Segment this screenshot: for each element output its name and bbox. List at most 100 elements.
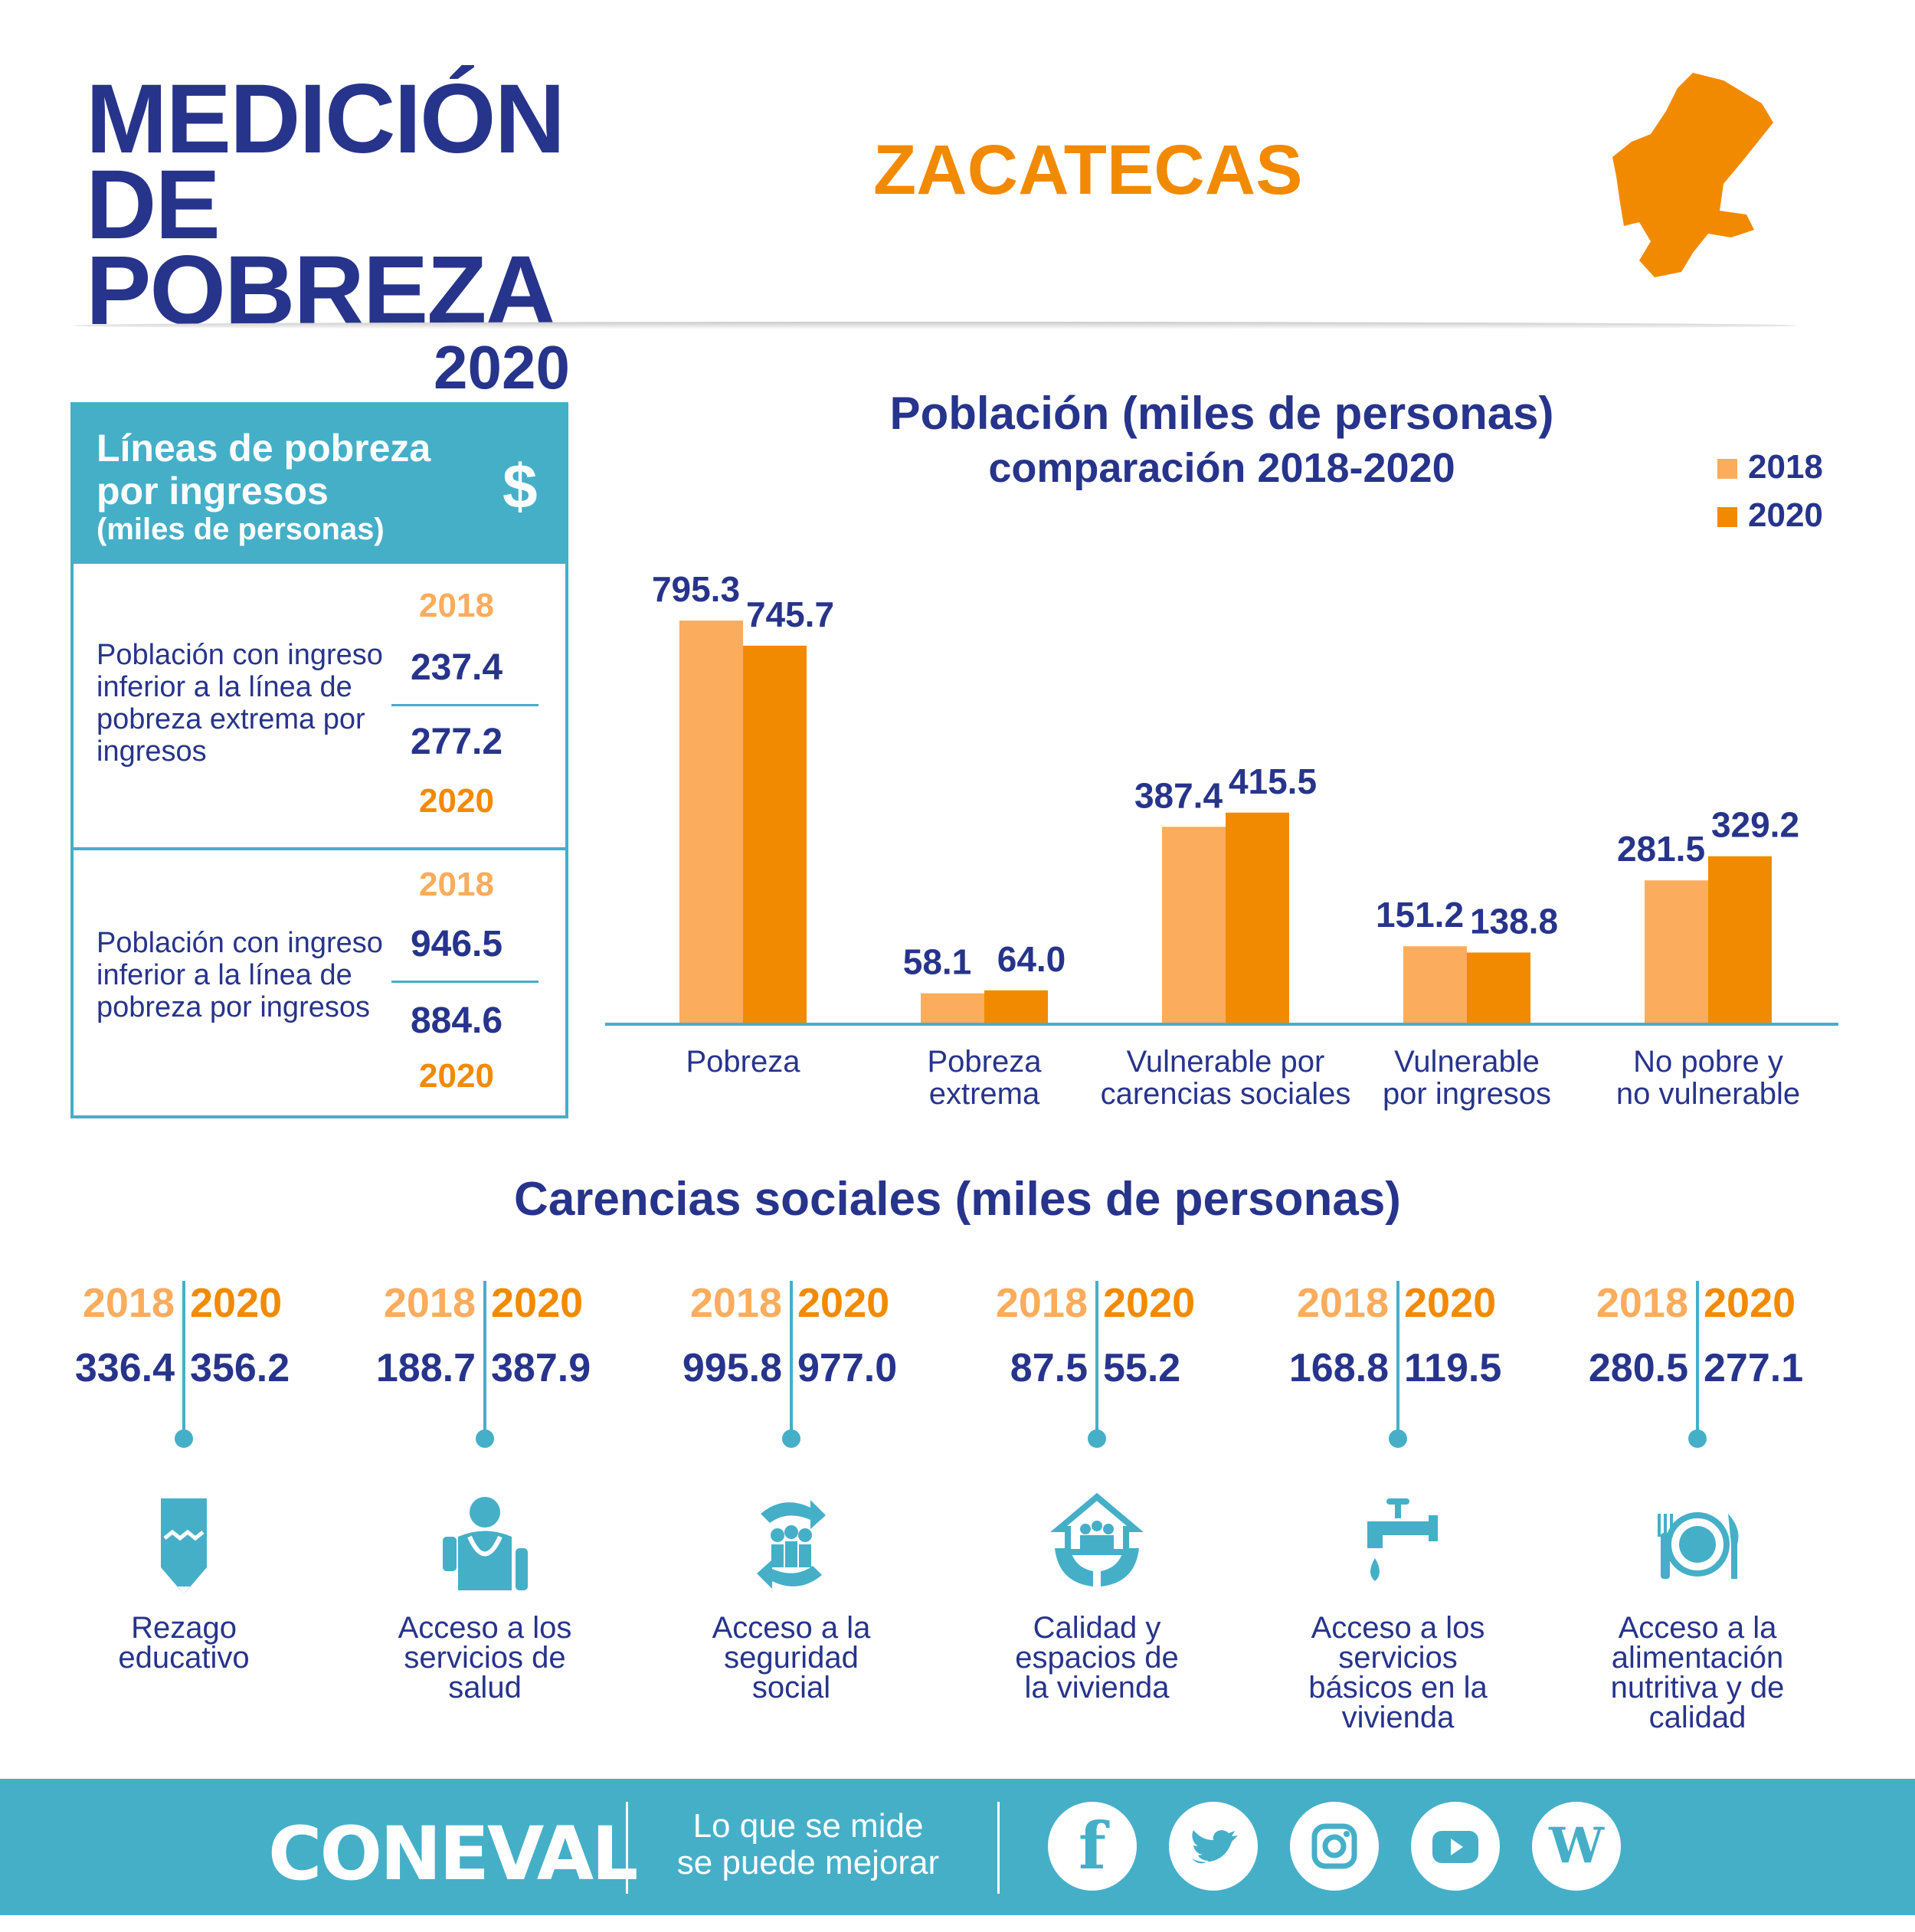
legend-label-2018: 2018 xyxy=(1748,448,1823,486)
instagram-glyph xyxy=(1311,1823,1357,1869)
income-row-label: Población con ingreso inferior a la líne… xyxy=(97,639,383,768)
carencia-label: Acceso a la alimentación nutritiva y de cal… xyxy=(1544,1613,1851,1733)
title-line1: MEDICIÓN xyxy=(86,64,565,174)
carencia-value-2018: 168.8 xyxy=(1288,1346,1389,1390)
category-label: Pobreza extrema xyxy=(854,1046,1115,1110)
carencia-year-2018: 2018 xyxy=(995,1280,1088,1326)
income-value-2020: 884.6 xyxy=(410,1000,503,1041)
carencia-label-line: Rezago xyxy=(131,1611,237,1645)
bar-2020-2 xyxy=(1226,812,1289,1023)
carencia-label-line: calidad xyxy=(1648,1701,1746,1734)
population-bar-chart: 795.3 58.1 387.4 151.2 281.5 745.7 64.0 415.5 13… xyxy=(605,569,1838,1026)
income-row-rule xyxy=(391,981,538,983)
carencia-value-2020: 277.1 xyxy=(1704,1346,1804,1390)
wordpress-icon[interactable]: W xyxy=(1532,1802,1621,1891)
carencia-label-line: educativo xyxy=(118,1641,250,1675)
social-security-icon xyxy=(745,1491,837,1598)
category-label-line: no vulnerable xyxy=(1615,1077,1801,1111)
carencia-connector-line xyxy=(483,1281,486,1434)
carencia-label-line: la vivienda xyxy=(1024,1671,1170,1704)
income-row-separator xyxy=(74,847,565,850)
value-label-2018-1: 58.1 xyxy=(903,942,972,982)
youtube-glyph xyxy=(1432,1831,1478,1863)
youtube-icon[interactable] xyxy=(1411,1802,1500,1891)
title-line2: DE POBREZA xyxy=(86,150,556,345)
category-label: No pobre y no vulnerable xyxy=(1578,1046,1838,1110)
category-label: Vulnerable por carencias sociales xyxy=(1095,1046,1356,1110)
bar-2020-1 xyxy=(984,990,1048,1023)
category-label-line: No pobre y xyxy=(1633,1045,1783,1079)
header-divider xyxy=(73,322,1796,329)
carencia-label-line: salud xyxy=(448,1671,522,1704)
house-hands-icon xyxy=(1050,1491,1144,1598)
twitter-icon[interactable] xyxy=(1169,1802,1258,1891)
plate-icon xyxy=(1651,1491,1743,1598)
income-box-title: Líneas de pobreza por ingresos xyxy=(97,427,431,512)
category-label-line: Pobreza xyxy=(927,1045,1042,1079)
bar-2018-0 xyxy=(679,621,743,1023)
carencia-label-line: Acceso a la xyxy=(1618,1611,1777,1645)
carencia-connector-dot xyxy=(476,1429,494,1448)
carencia-year-2020: 2020 xyxy=(1404,1280,1497,1326)
carencias-title: Carencias sociales (miles de personas) xyxy=(514,1173,1401,1226)
bar-2018-4 xyxy=(1645,880,1708,1023)
carencia-label: Calidad y espacios de la vivienda xyxy=(944,1613,1250,1703)
carencia-year-2020: 2020 xyxy=(491,1280,584,1326)
income-year-2018: 2018 xyxy=(419,866,494,903)
coneval-logo[interactable]: CONEVAL xyxy=(268,1811,638,1897)
value-label-2018-2: 387.4 xyxy=(1134,775,1223,815)
carencia-connector-dot xyxy=(1688,1429,1707,1448)
footer-divider xyxy=(626,1802,628,1894)
value-label-2020-4: 329.2 xyxy=(1711,805,1799,845)
bar-2018-2 xyxy=(1162,827,1226,1023)
carencia-connector-dot xyxy=(782,1429,800,1448)
carencia-label-line: nutritiva y de xyxy=(1610,1671,1785,1704)
bar-2020-3 xyxy=(1467,952,1530,1023)
carencia-year-2020: 2020 xyxy=(1704,1280,1796,1326)
footer: CONEVAL Lo que se mide se puede mejorar … xyxy=(0,1779,1915,1915)
value-label-2020-1: 64.0 xyxy=(997,939,1066,979)
carencia-connector-dot xyxy=(1088,1429,1106,1448)
category-label: Pobreza xyxy=(613,1046,873,1078)
income-box-header: Líneas de pobreza por ingresos (miles de… xyxy=(74,405,565,564)
carencia-year-2020: 2020 xyxy=(190,1280,283,1326)
instagram-icon[interactable] xyxy=(1290,1802,1379,1891)
carencia-value-2018: 280.5 xyxy=(1588,1346,1688,1390)
carencia-label-line: Acceso a la xyxy=(712,1611,871,1645)
income-year-2020: 2020 xyxy=(419,782,494,820)
carencia-label-line: servicios de xyxy=(404,1641,566,1675)
title-logo: MEDICIÓN DE POBREZA 2020 xyxy=(86,64,576,401)
income-value-2018: 946.5 xyxy=(410,924,503,964)
carencia-label-line: alimentación xyxy=(1611,1641,1784,1675)
carencia-connector-line xyxy=(182,1281,185,1434)
carencia-label-line: seguridad xyxy=(724,1641,859,1675)
carencia-connector-dot xyxy=(175,1429,193,1448)
value-label-2020-2: 415.5 xyxy=(1229,761,1317,801)
faucet-icon xyxy=(1352,1491,1444,1598)
legend-item-2020: 2020 xyxy=(1717,496,1823,535)
dollar-icon: $ xyxy=(502,452,538,522)
carencia-value-2018: 87.5 xyxy=(1010,1346,1088,1390)
income-row-poverty: 2018 Población con ingreso inferior a la… xyxy=(74,850,565,1118)
bar-2020-4 xyxy=(1708,856,1772,1023)
carencia-year-2018: 2018 xyxy=(689,1280,782,1326)
value-label-2018-4: 281.5 xyxy=(1617,829,1705,869)
facebook-icon[interactable]: f xyxy=(1048,1802,1137,1891)
carencia-value-2020: 55.2 xyxy=(1103,1346,1181,1390)
carencia-value-2018: 188.7 xyxy=(375,1346,476,1390)
category-label: Vulnerable por ingresos xyxy=(1337,1046,1597,1110)
legend-swatch-2018 xyxy=(1717,459,1737,480)
value-label-2018-0: 795.3 xyxy=(652,569,740,609)
state-name: ZACATECAS xyxy=(873,131,1303,209)
carencia-value-2020: 977.0 xyxy=(797,1346,898,1390)
footer-slogan: Lo que se mide se puede mejorar xyxy=(643,1808,973,1881)
carencia-year-2018: 2018 xyxy=(383,1280,476,1326)
income-box-subtitle: (miles de personas) xyxy=(97,512,385,546)
carencia-connector-dot xyxy=(1389,1429,1407,1448)
carencia-value-2018: 336.4 xyxy=(74,1346,175,1390)
carencia-value-2018: 995.8 xyxy=(682,1346,782,1390)
carencia-year-2018: 2018 xyxy=(1296,1280,1389,1326)
footer-divider xyxy=(997,1802,1000,1894)
carencia-label-line: servicios xyxy=(1338,1641,1458,1675)
carencia-year-2020: 2020 xyxy=(1103,1280,1196,1326)
